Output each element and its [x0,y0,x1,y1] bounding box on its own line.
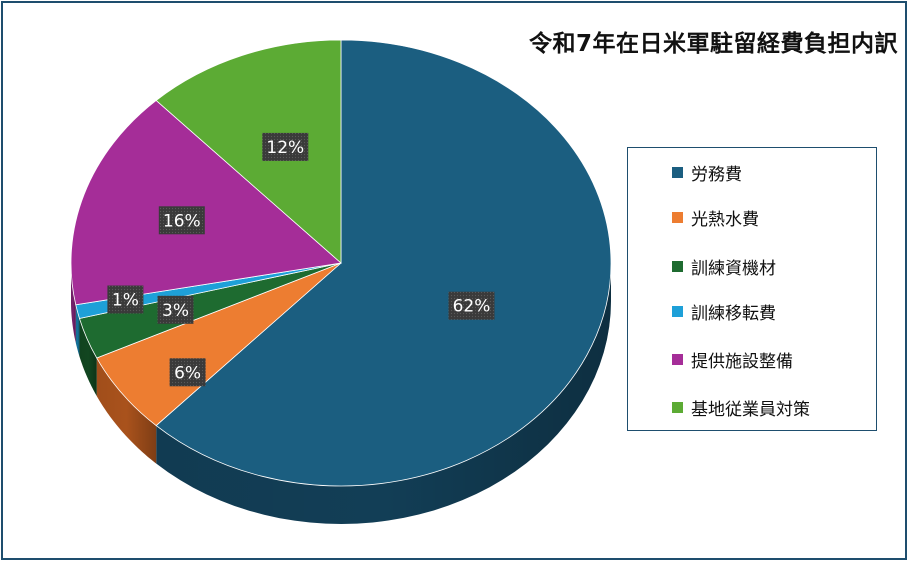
pie-slice [70,99,342,306]
data-label: 62% [448,291,495,320]
legend-swatch [672,353,683,365]
legend-item: 基地従業員対策 [672,395,810,420]
legend-swatch [672,401,683,413]
data-label-text: 62% [453,297,491,317]
data-label-box [448,291,495,320]
pie-side-shade [156,263,612,524]
pie-slice [155,39,342,264]
legend-label: 労務費 [691,164,742,185]
legend-label: 訓練移転費 [691,303,776,324]
pie-side-shade [96,357,157,464]
pie-side-shade [71,263,76,343]
legend-swatch [672,305,683,317]
data-label: 12% [262,132,309,161]
legend-swatch [672,166,683,178]
data-label-box [158,206,205,235]
legend-label: 光熱水費 [691,209,759,230]
legend-label: 訓練資機材 [691,258,776,279]
data-label-text: 1% [112,291,139,311]
legend-item: 労務費 [672,160,742,185]
legend-item: 訓練資機材 [672,254,776,279]
legend-label: 提供施設整備 [691,351,793,372]
pie-slice [155,39,612,487]
legend: 労務費 光熱水費 訓練資機材 訓練移転費 提供施設整備 基地従業員対策 [627,147,877,431]
data-label-text: 16% [163,211,201,231]
pie-side-shade [75,304,80,357]
chart-title: 令和7年在日米軍駐留経費負担内訳 [528,31,898,57]
legend-swatch [672,260,683,272]
data-label: 1% [107,285,144,314]
data-label: 6% [169,358,206,387]
data-label-text: 12% [266,138,304,158]
data-label-box [107,285,144,314]
data-label-box [169,358,206,387]
legend-item: 提供施設整備 [672,347,793,372]
legend-item: 訓練移転費 [672,299,776,324]
data-label: 3% [157,295,194,324]
legend-label: 基地従業員対策 [691,399,810,420]
data-label-box [262,132,309,161]
pie-side-shade [79,318,97,396]
data-label-text: 3% [162,301,189,321]
data-label-box [157,295,194,324]
data-label: 16% [158,206,205,235]
legend-item: 光熱水費 [672,205,759,230]
data-label-text: 6% [174,363,201,383]
legend-swatch [672,211,683,223]
